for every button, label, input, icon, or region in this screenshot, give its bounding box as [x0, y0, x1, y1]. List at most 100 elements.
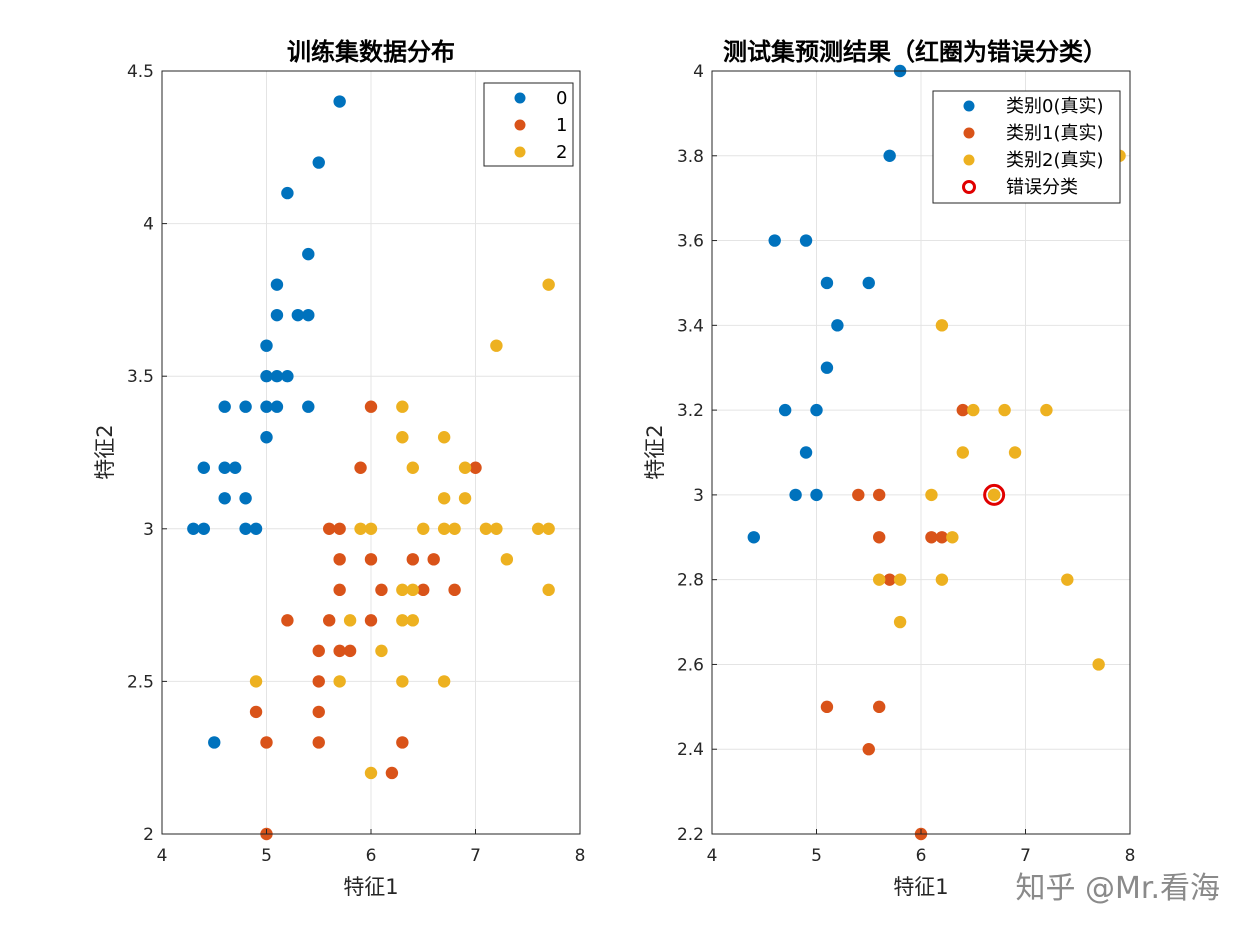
test-legend-marker-0 — [963, 100, 975, 112]
test-point-class-0 — [789, 488, 802, 502]
train-point-class-2 — [458, 492, 472, 505]
test-point-class-0 — [831, 319, 844, 332]
train-point-class-0 — [333, 95, 346, 108]
train-legend-label-0: 0 — [556, 88, 567, 109]
test-legend-label-0: 类别0(真实) — [1006, 96, 1104, 117]
train-x-tick-label: 4 — [157, 846, 168, 866]
test-point-class-2 — [893, 573, 907, 586]
train-point-class-0 — [302, 400, 315, 413]
test-point-class-0 — [747, 531, 760, 544]
test-y-tick-label: 3 — [693, 486, 704, 506]
train-point-class-1 — [281, 614, 294, 627]
train-point-class-1 — [333, 583, 346, 597]
train-point-class-1 — [333, 553, 346, 566]
train-point-class-1 — [469, 461, 482, 474]
test-point-class-2 — [946, 531, 959, 544]
test-point-class-0 — [820, 276, 834, 290]
train-point-class-1 — [323, 522, 336, 535]
train-point-class-1 — [312, 644, 325, 658]
test-x-tick-label: 6 — [916, 846, 927, 866]
test-point-class-2 — [1008, 446, 1022, 459]
test-point-class-2 — [1040, 403, 1053, 417]
test-chart-title: 测试集预测结果（红圈为错误分类） — [723, 37, 1107, 66]
train-point-class-0 — [270, 370, 284, 383]
train-point-class-1 — [333, 644, 346, 658]
train-x-tick-label: 5 — [261, 846, 272, 866]
train-point-class-2 — [406, 614, 419, 627]
test-legend: 类别0(真实) 类别1(真实) 类别2(真实) 错误分类 — [932, 90, 1121, 204]
test-y-tick-label: 2.4 — [677, 740, 704, 760]
train-point-class-1 — [333, 522, 346, 535]
test-point-class-2 — [873, 573, 886, 586]
train-point-class-2 — [354, 522, 367, 535]
test-point-class-0 — [820, 361, 834, 374]
train-point-class-0 — [197, 522, 210, 535]
train-point-class-2 — [333, 675, 346, 688]
train-point-class-2 — [448, 522, 461, 535]
train-x-tick-label: 8 — [575, 846, 586, 866]
train-point-class-2 — [406, 583, 419, 597]
train-point-class-1 — [375, 583, 388, 597]
train-point-class-2 — [364, 766, 378, 780]
train-point-class-0 — [260, 431, 273, 444]
train-x-tick-label: 7 — [470, 846, 481, 866]
test-point-class-2 — [987, 488, 1001, 502]
train-point-class-1 — [364, 553, 378, 566]
test-point-class-0 — [799, 446, 813, 459]
train-point-class-2 — [542, 522, 555, 535]
train-point-class-0 — [270, 400, 284, 413]
test-x-tick-label: 7 — [1020, 846, 1031, 866]
test-point-class-1 — [862, 743, 875, 756]
train-point-class-2 — [500, 553, 514, 566]
train-point-class-1 — [312, 705, 325, 719]
train-point-class-1 — [364, 400, 378, 413]
train-y-tick-label: 3.5 — [127, 367, 154, 387]
test-legend-label-2: 类别2(真实) — [1006, 150, 1104, 171]
train-point-class-0 — [239, 522, 252, 535]
test-misclassified-ring — [983, 483, 1006, 506]
test-point-class-0 — [799, 234, 813, 247]
test-point-class-0 — [768, 234, 781, 247]
train-legend: 0 1 2 — [483, 82, 574, 167]
train-point-class-2 — [479, 522, 493, 535]
train-point-class-2 — [396, 400, 409, 413]
train-point-class-1 — [312, 736, 325, 749]
test-point-class-1 — [820, 700, 834, 714]
train-chart-title: 训练集数据分布 — [287, 37, 455, 66]
train-point-class-0 — [281, 186, 294, 200]
train-point-class-1 — [364, 614, 378, 627]
train-point-class-0 — [260, 370, 273, 383]
train-point-class-0 — [218, 492, 231, 505]
test-point-class-1 — [925, 531, 938, 544]
test-point-class-1 — [956, 403, 969, 417]
train-point-class-2 — [375, 644, 388, 658]
test-point-class-2 — [1092, 658, 1105, 671]
test-point-class-2 — [1061, 573, 1074, 586]
train-point-class-2 — [490, 339, 503, 352]
train-point-class-2 — [490, 522, 503, 535]
train-point-class-1 — [406, 553, 419, 566]
train-y-tick-label: 2.5 — [127, 672, 154, 692]
train-point-class-2 — [437, 492, 451, 505]
test-y-tick-label: 2.8 — [677, 571, 704, 591]
train-point-class-2 — [458, 461, 472, 474]
watermark: 知乎 @Mr.看海 — [1015, 871, 1220, 906]
train-point-class-0 — [218, 400, 231, 413]
test-x-tick-label: 8 — [1125, 846, 1136, 866]
test-point-class-0 — [862, 276, 875, 290]
train-legend-marker-0 — [514, 92, 526, 104]
test-point-class-0 — [883, 149, 896, 162]
train-x-axis-label: 特征1 — [343, 875, 398, 899]
train-point-class-0 — [228, 461, 242, 474]
train-y-axis-label: 特征2 — [93, 424, 117, 479]
train-legend-label-1: 1 — [556, 115, 567, 136]
train-point-class-2 — [437, 675, 451, 688]
train-point-class-2 — [396, 431, 409, 444]
train-point-class-2 — [396, 583, 409, 597]
train-point-class-0 — [281, 370, 294, 383]
train-point-class-0 — [312, 156, 325, 169]
test-y-axis-label: 特征2 — [643, 424, 667, 479]
test-point-class-2 — [935, 319, 949, 332]
train-point-class-1 — [427, 553, 440, 566]
